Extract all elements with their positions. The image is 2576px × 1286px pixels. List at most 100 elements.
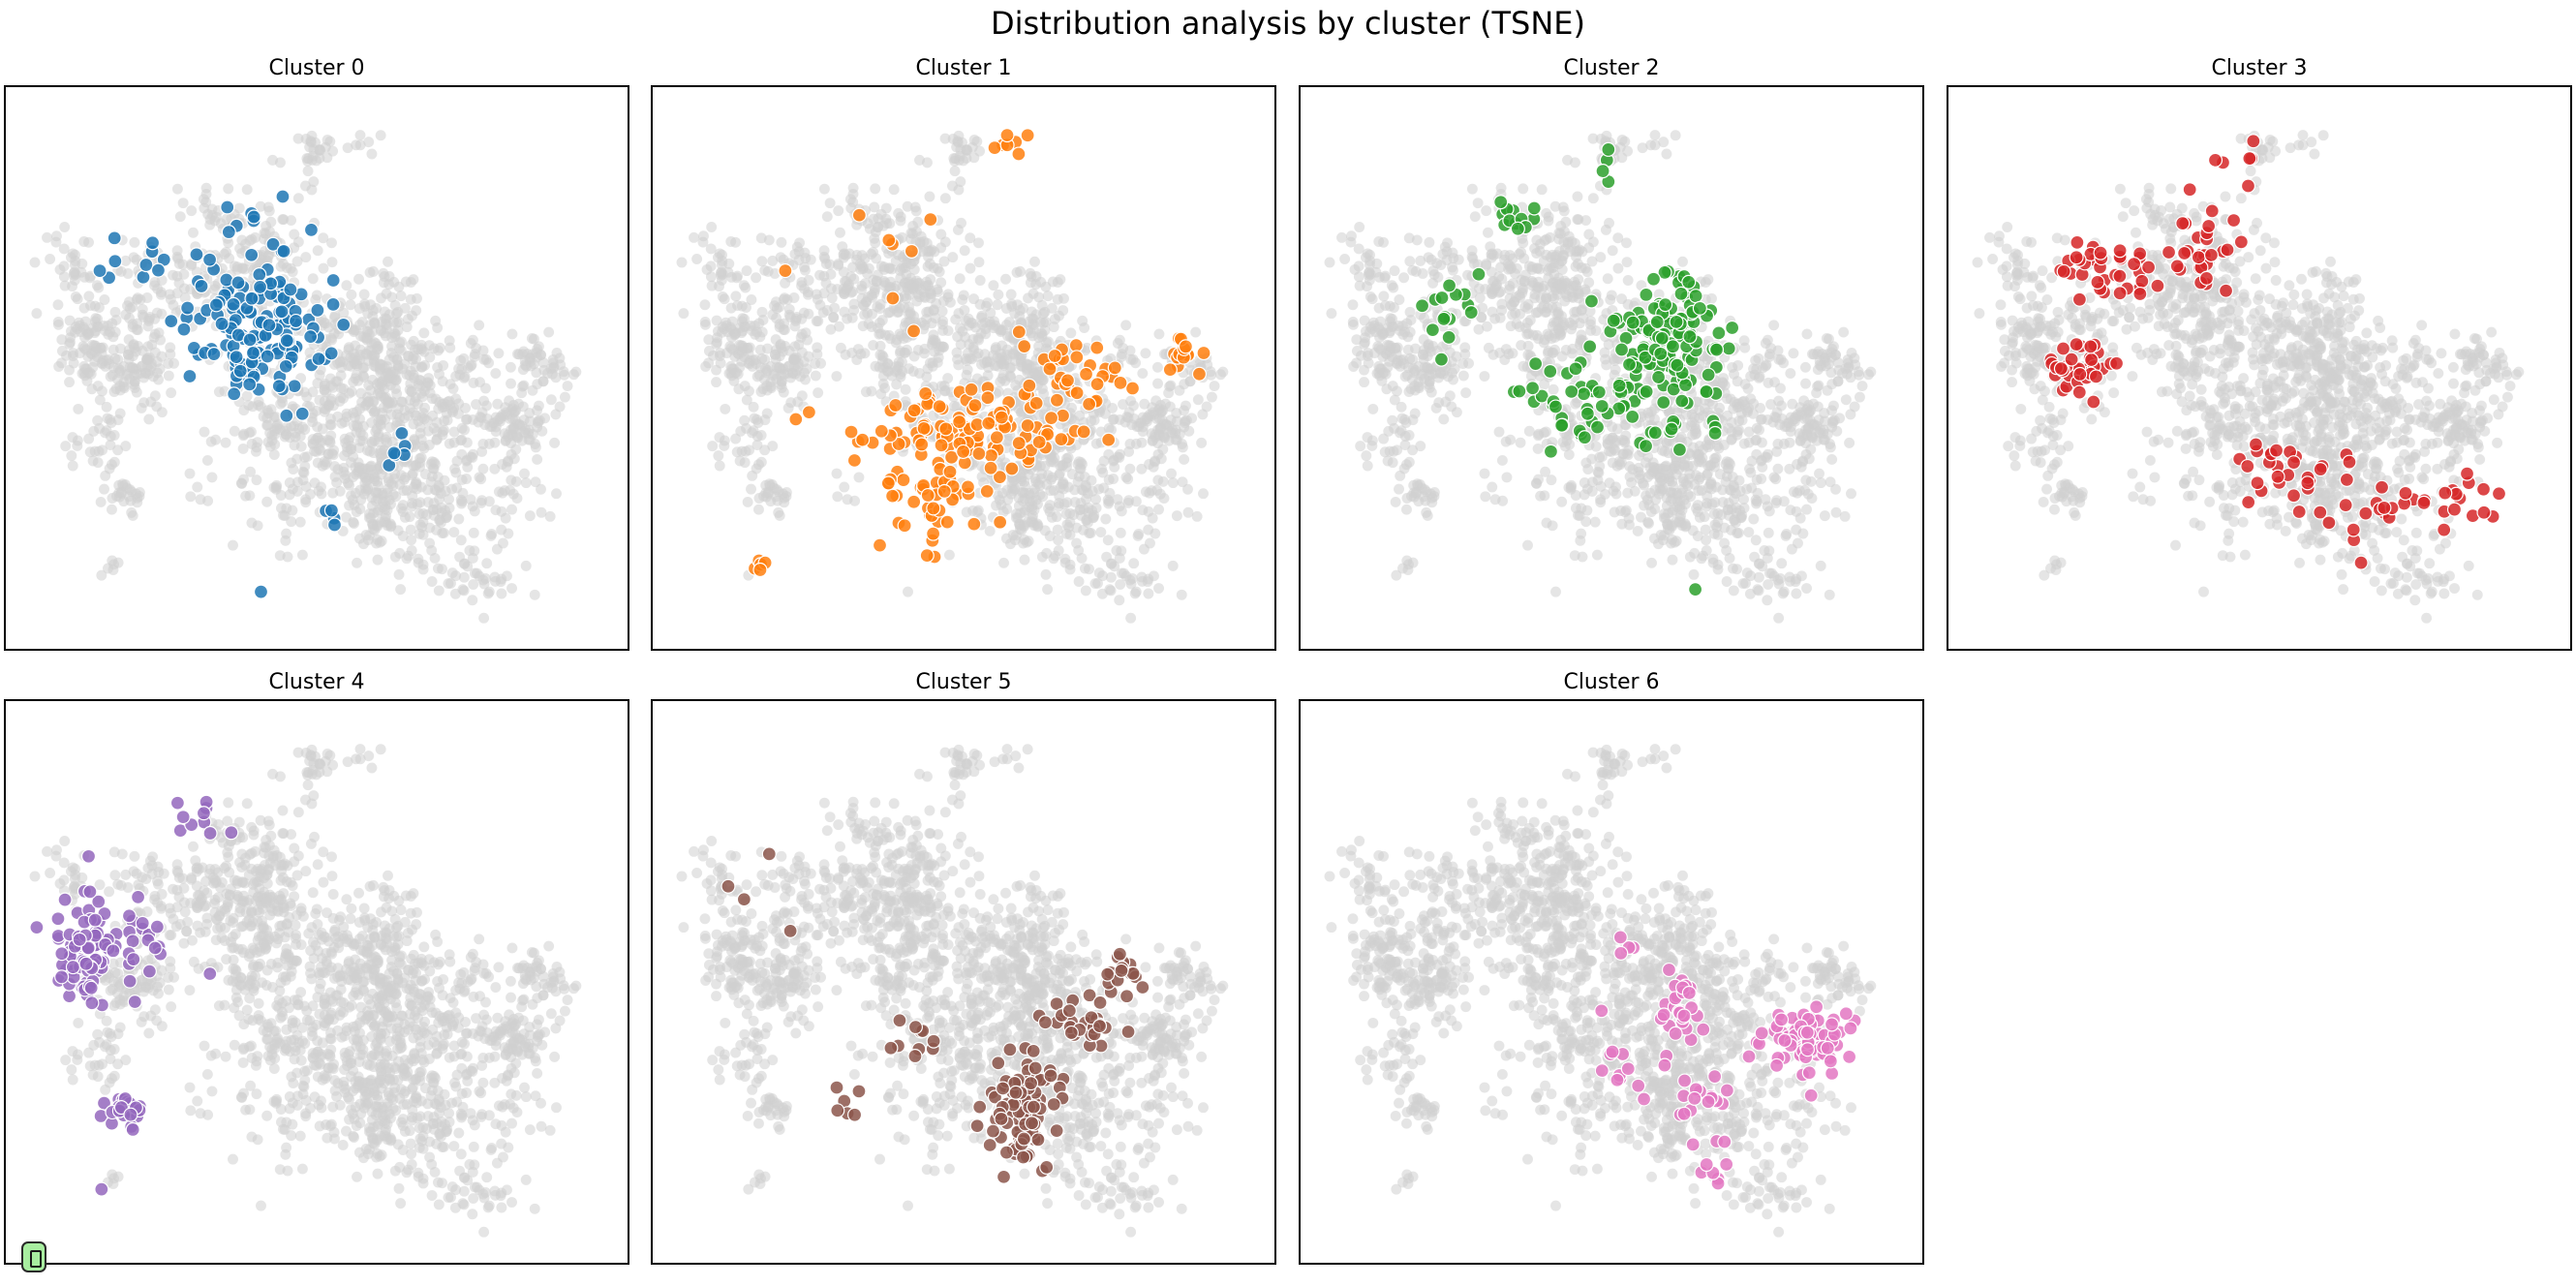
background-point <box>423 439 435 450</box>
background-point <box>407 470 417 481</box>
background-point <box>537 356 549 368</box>
background-point <box>127 362 138 374</box>
background-point <box>1154 430 1165 442</box>
background-point <box>1106 558 1118 569</box>
background-point <box>1049 313 1060 324</box>
background-point <box>210 211 222 223</box>
background-point <box>430 315 442 326</box>
background-point <box>353 273 364 285</box>
background-point <box>848 273 860 285</box>
background-point <box>856 284 868 295</box>
background-point <box>506 378 516 389</box>
background-point <box>314 369 325 381</box>
background-point <box>448 527 460 537</box>
background-point <box>1171 415 1182 427</box>
background-point <box>434 342 445 353</box>
background-point <box>467 452 478 463</box>
background-point <box>1153 504 1164 515</box>
background-point <box>137 360 148 372</box>
background-point <box>70 256 81 266</box>
cluster-point <box>323 503 339 518</box>
background-point <box>433 479 445 491</box>
cluster-point <box>971 445 987 462</box>
background-point <box>935 229 947 240</box>
background-point <box>224 253 235 264</box>
background-point <box>1114 334 1125 346</box>
cluster-point <box>310 302 325 318</box>
background-point <box>482 588 494 599</box>
background-point <box>429 552 441 564</box>
cluster-point <box>279 408 294 423</box>
background-point <box>751 326 763 338</box>
cluster-point <box>283 282 298 297</box>
background-point <box>405 365 416 377</box>
background-point <box>1046 511 1058 523</box>
background-point <box>1142 576 1153 588</box>
background-point <box>763 234 775 246</box>
background-point <box>352 557 362 568</box>
background-point <box>79 363 91 375</box>
background-point <box>876 315 888 326</box>
background-point <box>1373 302 1385 314</box>
background-point <box>803 351 814 362</box>
background-point <box>1130 496 1142 507</box>
background-point <box>327 449 339 461</box>
background-point <box>1636 511 1646 523</box>
background-point <box>1389 265 1400 277</box>
cluster-point <box>1044 411 1059 426</box>
background-point <box>1410 488 1422 500</box>
background-point <box>1097 570 1109 582</box>
background-point <box>64 377 76 388</box>
background-point <box>937 316 949 326</box>
background-point <box>1347 299 1359 311</box>
background-point <box>1107 402 1119 413</box>
cluster-panel-2: Cluster 2 <box>1299 52 1924 651</box>
cluster-point <box>221 225 236 240</box>
background-point <box>1368 320 1380 331</box>
cluster-point <box>920 487 935 504</box>
background-point <box>274 550 286 562</box>
background-point <box>123 349 135 360</box>
background-point <box>199 426 210 438</box>
cluster-point <box>967 398 983 413</box>
background-point <box>744 444 754 456</box>
background-point <box>988 280 999 291</box>
background-point <box>1196 437 1208 448</box>
background-point <box>1815 477 1826 489</box>
background-point <box>1032 478 1044 489</box>
background-point <box>1802 399 1814 411</box>
background-point <box>1066 469 1078 480</box>
background-point <box>1005 289 1017 300</box>
cluster-point <box>880 475 896 491</box>
background-point <box>1351 346 1363 356</box>
background-point <box>177 259 189 270</box>
background-point <box>94 394 106 406</box>
background-point <box>520 477 532 489</box>
background-point <box>312 432 323 444</box>
cluster-point <box>252 279 268 294</box>
background-point <box>1622 449 1634 461</box>
background-point <box>1423 252 1434 263</box>
background-point <box>720 403 731 414</box>
cluster-point <box>851 207 867 223</box>
background-point <box>58 260 70 272</box>
background-point <box>520 560 532 571</box>
background-point <box>1143 588 1154 599</box>
cluster-point <box>1124 381 1141 396</box>
background-point <box>275 490 287 501</box>
cluster-point <box>227 386 242 402</box>
background-point <box>1179 379 1190 390</box>
background-point <box>312 245 323 257</box>
background-point <box>1701 535 1712 546</box>
background-point <box>780 277 791 289</box>
cluster-point <box>989 430 1004 445</box>
background-point <box>870 360 881 372</box>
background-point <box>477 463 489 475</box>
background-point <box>319 395 330 407</box>
background-point <box>326 334 338 346</box>
cluster-point <box>1042 361 1058 377</box>
background-point <box>731 446 743 458</box>
background-point <box>127 509 138 521</box>
cluster-point <box>206 347 222 362</box>
background-point <box>761 381 773 392</box>
